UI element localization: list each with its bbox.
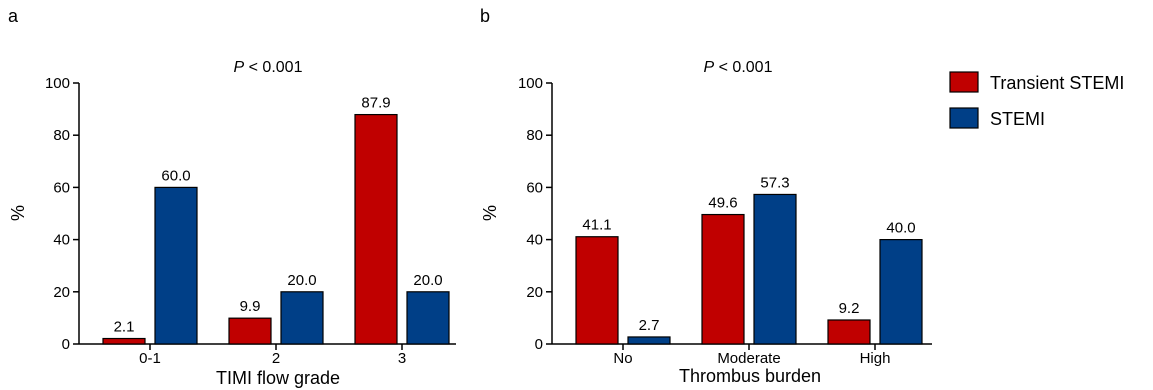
bar-stemi	[753, 193, 797, 345]
x-tick-label: 3	[398, 350, 406, 367]
x-axis-label: Thrombus burden	[679, 366, 821, 386]
y-tick-label: 80	[53, 127, 70, 144]
y-axis-label: %	[8, 205, 28, 221]
p-value-annotation: P < 0.001	[234, 59, 303, 76]
panel-letter: b	[480, 6, 490, 26]
bar-transient-stemi	[575, 236, 619, 345]
bar-transient-stemi	[827, 319, 871, 345]
y-tick-label: 100	[45, 75, 70, 92]
bar-value-label: 60.0	[161, 167, 190, 184]
bar-stemi	[280, 291, 324, 345]
bar-stemi	[406, 291, 450, 345]
legend-swatch-stemi	[949, 107, 979, 129]
bar-value-label: 2.1	[114, 319, 135, 336]
legend-label-transient-stemi: Transient STEMI	[990, 73, 1124, 93]
x-tick-label: No	[613, 350, 632, 367]
bar-value-label: 41.1	[582, 217, 611, 234]
legend: Transient STEMI STEMI	[949, 71, 1124, 129]
bar-transient-stemi	[102, 337, 146, 345]
x-tick-label: Moderate	[717, 350, 780, 367]
x-axis-label: TIMI flow grade	[216, 368, 340, 388]
x-tick-label: High	[860, 350, 891, 367]
bar-value-label: 49.6	[708, 195, 737, 212]
bar-stemi	[154, 186, 198, 345]
legend-swatch-transient-stemi	[949, 71, 979, 93]
y-tick-label: 20	[526, 284, 543, 301]
y-tick-label: 40	[526, 232, 543, 249]
x-tick-label: 0-1	[139, 350, 161, 367]
y-tick-label: 0	[535, 336, 543, 353]
y-tick-label: 40	[53, 232, 70, 249]
bar-transient-stemi	[354, 113, 398, 345]
bar-transient-stemi	[228, 317, 272, 345]
y-tick-label: 60	[526, 179, 543, 196]
bar-value-label: 9.9	[240, 298, 261, 315]
y-tick-label: 80	[526, 127, 543, 144]
bar-transient-stemi	[701, 213, 745, 345]
legend-label-stemi: STEMI	[990, 109, 1045, 129]
bar-value-label: 9.2	[839, 300, 860, 317]
bar-stemi	[627, 336, 671, 345]
bar-value-label: 2.7	[639, 317, 660, 334]
chart-panel-b: b P < 0.001 0 20 40 60 80 100% 41.1 2.7 No 49.6 57.3…	[480, 6, 932, 386]
p-value-annotation: P < 0.001	[704, 59, 773, 76]
panel-letter: a	[8, 6, 19, 26]
y-tick-label: 0	[62, 336, 70, 353]
y-tick-label: 100	[518, 75, 543, 92]
bar-value-label: 40.0	[886, 220, 915, 237]
x-tick-label: 2	[272, 350, 280, 367]
y-tick-label: 60	[53, 179, 70, 196]
chart-panel-a: a P < 0.001 0 20 40 60 80 100% 2.1 60.0 0-1 9.9 20.0…	[8, 6, 456, 388]
bar-value-label: 20.0	[413, 272, 442, 289]
bar-value-label: 57.3	[760, 174, 789, 191]
bar-value-label: 87.9	[361, 95, 390, 112]
bar-stemi	[879, 239, 923, 345]
y-axis-label: %	[480, 205, 500, 221]
bar-value-label: 20.0	[287, 272, 316, 289]
y-tick-label: 20	[53, 284, 70, 301]
